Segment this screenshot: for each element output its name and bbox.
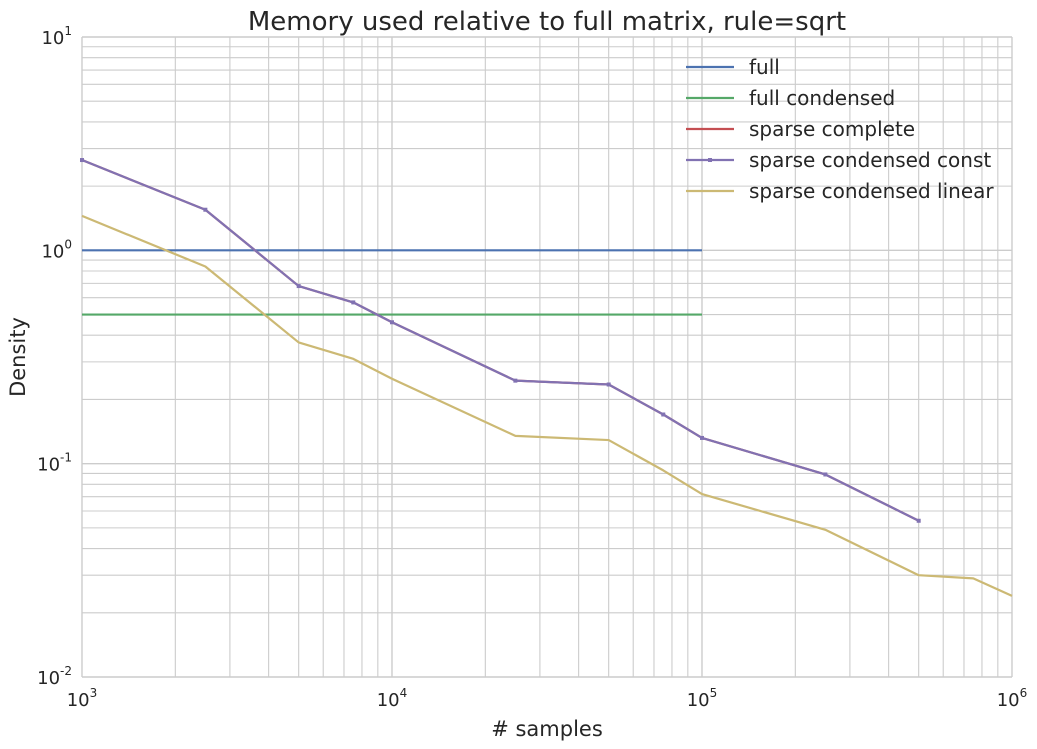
series-marker (700, 435, 704, 440)
legend-item: sparse condensed const (686, 148, 991, 172)
series-marker (661, 412, 666, 417)
legend-item: full (686, 55, 780, 79)
x-tick-labels: 103 104 105 106 (67, 686, 1028, 711)
y-tick-label: 101 (41, 24, 72, 49)
plot-area (82, 37, 1012, 677)
legend-item: sparse condensed linear (686, 179, 994, 203)
y-tick-label: 10-1 (37, 451, 72, 476)
series-marker (296, 284, 301, 289)
legend-item: sparse complete (686, 117, 915, 141)
legend-label: sparse condensed const (749, 148, 991, 172)
y-tick-label: 10-2 (37, 664, 72, 689)
x-axis-label: # samples (491, 717, 603, 741)
y-tick-labels: 10-2 10-1 100 101 (37, 24, 72, 689)
series-layer (80, 158, 1013, 597)
series-marker (606, 382, 611, 387)
legend-label: sparse condensed linear (749, 179, 994, 203)
chart-title: Memory used relative to full matrix, rul… (248, 7, 846, 37)
x-tick-label: 104 (377, 686, 408, 711)
legend-label: full condensed (749, 86, 895, 110)
series-marker (351, 300, 356, 305)
x-tick-label: 105 (687, 686, 718, 711)
legend-label: full (749, 55, 780, 79)
legend-label: sparse complete (749, 117, 915, 141)
series-line-4 (81, 214, 1013, 597)
series-marker (80, 158, 84, 163)
series-marker (916, 518, 921, 523)
x-tick-label: 103 (67, 686, 98, 711)
series-marker (823, 472, 828, 477)
series-marker (203, 207, 208, 212)
series-marker (390, 320, 394, 325)
legend-item: full condensed (686, 86, 895, 110)
series-marker (513, 378, 518, 383)
legend-marker (708, 158, 712, 162)
legend: full full condensed sparse complete sparse … (686, 55, 994, 203)
y-axis-label: Density (6, 317, 30, 397)
y-tick-label: 100 (41, 237, 72, 262)
x-tick-label: 106 (997, 686, 1028, 711)
